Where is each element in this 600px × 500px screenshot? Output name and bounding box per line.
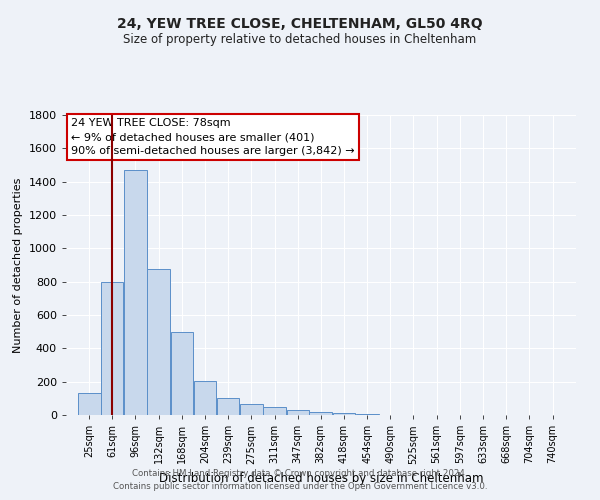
Bar <box>78 394 101 415</box>
Bar <box>240 404 263 415</box>
Bar <box>194 381 216 415</box>
Bar <box>332 414 355 415</box>
Text: Contains HM Land Registry data © Crown copyright and database right 2024.: Contains HM Land Registry data © Crown c… <box>132 468 468 477</box>
X-axis label: Distribution of detached houses by size in Cheltenham: Distribution of detached houses by size … <box>159 472 483 485</box>
Bar <box>217 398 239 415</box>
Text: Contains public sector information licensed under the Open Government Licence v3: Contains public sector information licen… <box>113 482 487 491</box>
Bar <box>147 269 170 415</box>
Bar <box>287 410 309 415</box>
Text: 24, YEW TREE CLOSE, CHELTENHAM, GL50 4RQ: 24, YEW TREE CLOSE, CHELTENHAM, GL50 4RQ <box>117 18 483 32</box>
Bar <box>309 412 332 415</box>
Bar <box>356 414 379 415</box>
Bar <box>101 282 124 415</box>
Text: 24 YEW TREE CLOSE: 78sqm
← 9% of detached houses are smaller (401)
90% of semi-d: 24 YEW TREE CLOSE: 78sqm ← 9% of detache… <box>71 118 355 156</box>
Bar <box>263 406 286 415</box>
Y-axis label: Number of detached properties: Number of detached properties <box>13 178 23 352</box>
Bar <box>124 170 147 415</box>
Bar <box>170 332 193 415</box>
Text: Size of property relative to detached houses in Cheltenham: Size of property relative to detached ho… <box>124 32 476 46</box>
